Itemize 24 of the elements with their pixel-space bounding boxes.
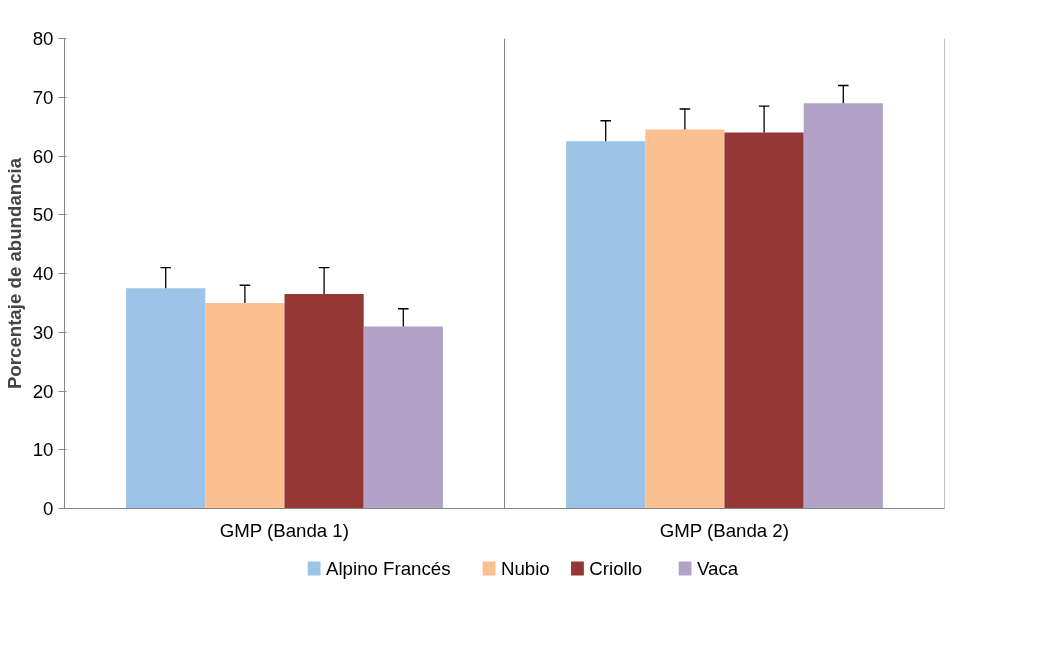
legend-label: Nubio [500,558,550,579]
bar [803,103,883,509]
y-tick-label: 10 [32,439,54,461]
x-tick-label: GMP (Banda 1) [219,519,349,541]
bar [284,294,364,509]
legend-label: Criollo [589,558,643,579]
bar [566,141,646,509]
y-tick-label: 20 [32,380,54,402]
y-tick-label: 60 [32,145,54,167]
legend-label: Vaca [697,558,739,579]
bar [724,132,804,509]
y-tick-label: 0 [43,498,54,519]
bar [645,129,725,509]
y-tick-label: 40 [32,263,54,284]
bar [205,302,285,509]
bar [126,288,206,509]
y-tick-label: 80 [32,28,54,49]
legend-label: Alpino Francés [326,558,451,579]
y-axis-title: Porcentaje de abundancia [3,157,25,390]
y-tick-label: 70 [32,86,54,108]
y-tick-label: 50 [32,204,54,226]
y-tick-label: 30 [32,321,54,343]
x-tick-label: GMP (Banda 2) [659,519,789,541]
bar [363,326,443,509]
